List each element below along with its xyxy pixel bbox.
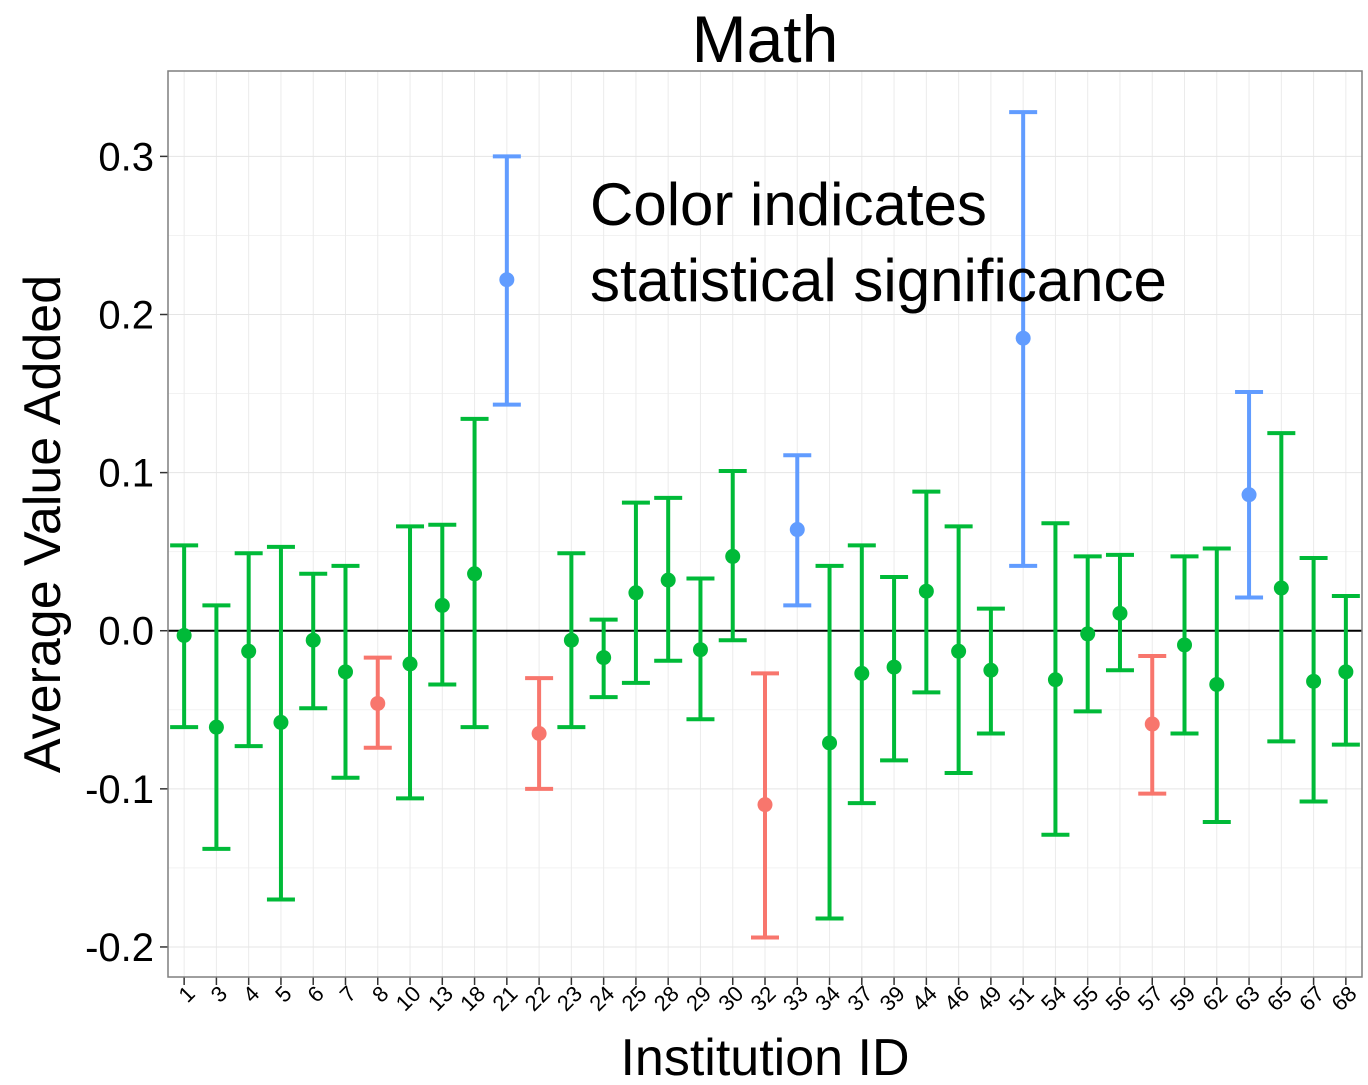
x-tick-label: 65: [1262, 981, 1297, 1016]
x-axis-title: Institution ID: [620, 1029, 909, 1085]
x-tick-label: 54: [1036, 981, 1071, 1016]
annotation: Color indicates: [590, 171, 987, 238]
point: [563, 632, 579, 648]
point: [1144, 716, 1160, 732]
point: [1306, 673, 1322, 689]
x-tick-label: 68: [1327, 981, 1362, 1016]
chart-title: Math: [692, 2, 839, 76]
point: [822, 735, 838, 751]
point: [1047, 672, 1063, 688]
x-tick-label: 1: [173, 981, 199, 1007]
point: [1177, 637, 1193, 653]
y-tick-label: 0.0: [98, 610, 154, 654]
x-tick-label: 56: [1101, 981, 1136, 1016]
x-tick-label: 22: [520, 981, 555, 1016]
point: [789, 522, 805, 538]
point: [854, 665, 870, 681]
x-tick-label: 29: [681, 981, 716, 1016]
x-tick-label: 4: [238, 981, 264, 1007]
point: [434, 597, 450, 613]
point: [1241, 487, 1257, 503]
point: [273, 714, 289, 730]
point: [951, 643, 967, 659]
point: [337, 664, 353, 680]
plot-border: [167, 70, 1363, 978]
point: [628, 585, 644, 601]
point: [1112, 605, 1128, 621]
x-tick-label: 18: [455, 981, 490, 1016]
x-tick-label: 55: [1068, 981, 1103, 1016]
x-tick-label: 59: [1165, 981, 1200, 1016]
x-tick-label: 63: [1230, 981, 1265, 1016]
x-tick-label: 62: [1197, 981, 1232, 1016]
point: [757, 797, 773, 813]
x-tick-label: 39: [875, 981, 910, 1016]
x-tick-label: 24: [584, 981, 619, 1016]
x-tick-label: 37: [842, 981, 877, 1016]
point: [1209, 676, 1225, 692]
x-tick-label: 28: [649, 981, 684, 1016]
x-tick-label: 5: [270, 981, 296, 1007]
y-tick-label: -0.1: [85, 768, 154, 812]
point: [208, 719, 224, 735]
x-tick-label: 32: [746, 981, 781, 1016]
point: [241, 643, 257, 659]
x-tick-label: 8: [367, 981, 393, 1007]
point: [692, 642, 708, 658]
y-tick-label: -0.2: [85, 926, 154, 970]
point: [1015, 330, 1031, 346]
y-tick-label: 0.2: [98, 293, 154, 337]
point: [918, 583, 934, 599]
point: [402, 656, 418, 672]
x-tick-label: 30: [713, 981, 748, 1016]
point: [1273, 580, 1289, 596]
point: [467, 566, 483, 582]
point: [983, 662, 999, 678]
point: [596, 650, 612, 666]
point: [305, 632, 321, 648]
y-tick-label: 0.1: [98, 452, 154, 496]
x-tick-label: 10: [391, 981, 426, 1016]
y-axis-title: Average Value Added: [14, 275, 72, 773]
y-tick-label: 0.3: [98, 135, 154, 179]
x-tick-label: 7: [335, 981, 361, 1007]
x-tick-label: 25: [617, 981, 652, 1016]
x-tick-label: 51: [1004, 981, 1039, 1016]
x-tick-label: 21: [487, 981, 522, 1016]
x-tick-label: 13: [423, 981, 458, 1016]
annotation: statistical significance: [590, 247, 1167, 314]
x-tick-label: 49: [972, 981, 1007, 1016]
x-tick-label: 34: [810, 981, 845, 1016]
point: [1338, 664, 1354, 680]
point: [660, 572, 676, 588]
point: [499, 272, 515, 288]
x-tick-label: 44: [907, 981, 942, 1016]
x-tick-label: 33: [778, 981, 813, 1016]
point: [725, 548, 741, 564]
point: [886, 659, 902, 675]
point: [531, 726, 547, 742]
x-tick-label: 46: [939, 981, 974, 1016]
x-tick-label: 23: [552, 981, 587, 1016]
x-tick-label: 3: [206, 981, 232, 1007]
x-tick-label: 57: [1133, 981, 1168, 1016]
x-tick-label: 6: [303, 981, 329, 1007]
point: [1080, 626, 1096, 642]
point: [370, 695, 386, 711]
x-tick-label: 67: [1294, 981, 1329, 1016]
point: [176, 627, 192, 643]
